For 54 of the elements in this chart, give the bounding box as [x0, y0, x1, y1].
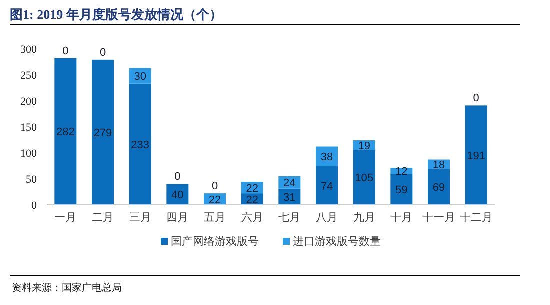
bar	[353, 150, 376, 205]
x-tick-label: 六月	[241, 211, 264, 224]
y-tick-label: 50	[26, 174, 38, 186]
data-label: 279	[94, 127, 112, 140]
data-label: 31	[284, 192, 296, 204]
data-label: 282	[56, 126, 75, 139]
bar	[465, 106, 488, 205]
legend-label: 进口游戏版号数量	[293, 235, 381, 248]
x-tick-label: 五月	[204, 212, 226, 224]
x-tick-label: 七月	[278, 211, 301, 224]
y-tick-label: 200	[20, 96, 38, 108]
x-tick-label: 一月	[54, 212, 77, 224]
data-label: 24	[284, 178, 296, 190]
data-label: 0	[473, 92, 480, 105]
data-label: 22	[246, 182, 258, 195]
data-label: 69	[432, 182, 446, 194]
x-tick-label: 二月	[92, 212, 114, 224]
data-label: 40	[172, 190, 184, 202]
x-tick-label: 四月	[166, 212, 189, 224]
y-tick-label: 300	[20, 44, 38, 56]
data-label: 74	[320, 180, 334, 193]
x-tick-label: 十一月	[422, 211, 456, 224]
x-tick-label: 十月	[390, 211, 413, 224]
data-label: 0	[174, 171, 181, 184]
data-label: 38	[320, 152, 334, 164]
data-label: 22	[246, 194, 258, 206]
data-label: 18	[432, 159, 446, 172]
data-label: 0	[62, 45, 69, 58]
bar	[92, 60, 114, 205]
data-label: 30	[134, 71, 146, 84]
data-label: 191	[467, 150, 486, 162]
data-label: 12	[396, 166, 408, 178]
x-tick-label: 十二月	[460, 211, 493, 224]
x-tick-label: 三月	[129, 212, 152, 224]
data-label: 233	[131, 139, 150, 152]
data-label: 0	[212, 180, 218, 193]
data-label: 22	[208, 194, 222, 206]
data-label: 105	[355, 172, 374, 185]
text: 资料来源：国家广电总局	[12, 282, 122, 294]
y-tick-label: 0	[32, 200, 38, 212]
legend-label: 国产网络游戏版号	[171, 235, 259, 248]
data-label: 59	[396, 184, 408, 197]
y-tick-label: 250	[20, 70, 38, 82]
y-tick-label: 150	[20, 122, 38, 134]
x-tick-label: 八月	[316, 212, 338, 224]
bar	[54, 58, 77, 205]
y-tick-label: 100	[20, 148, 38, 160]
bar	[316, 166, 338, 205]
data-label: 0	[100, 46, 106, 59]
bar	[428, 169, 450, 205]
bar	[129, 84, 152, 205]
x-tick-label: 九月	[353, 211, 376, 224]
data-label: 19	[358, 140, 370, 152]
chart-title: 图1: 2019 年月度版号发放情况（个）	[10, 7, 222, 22]
